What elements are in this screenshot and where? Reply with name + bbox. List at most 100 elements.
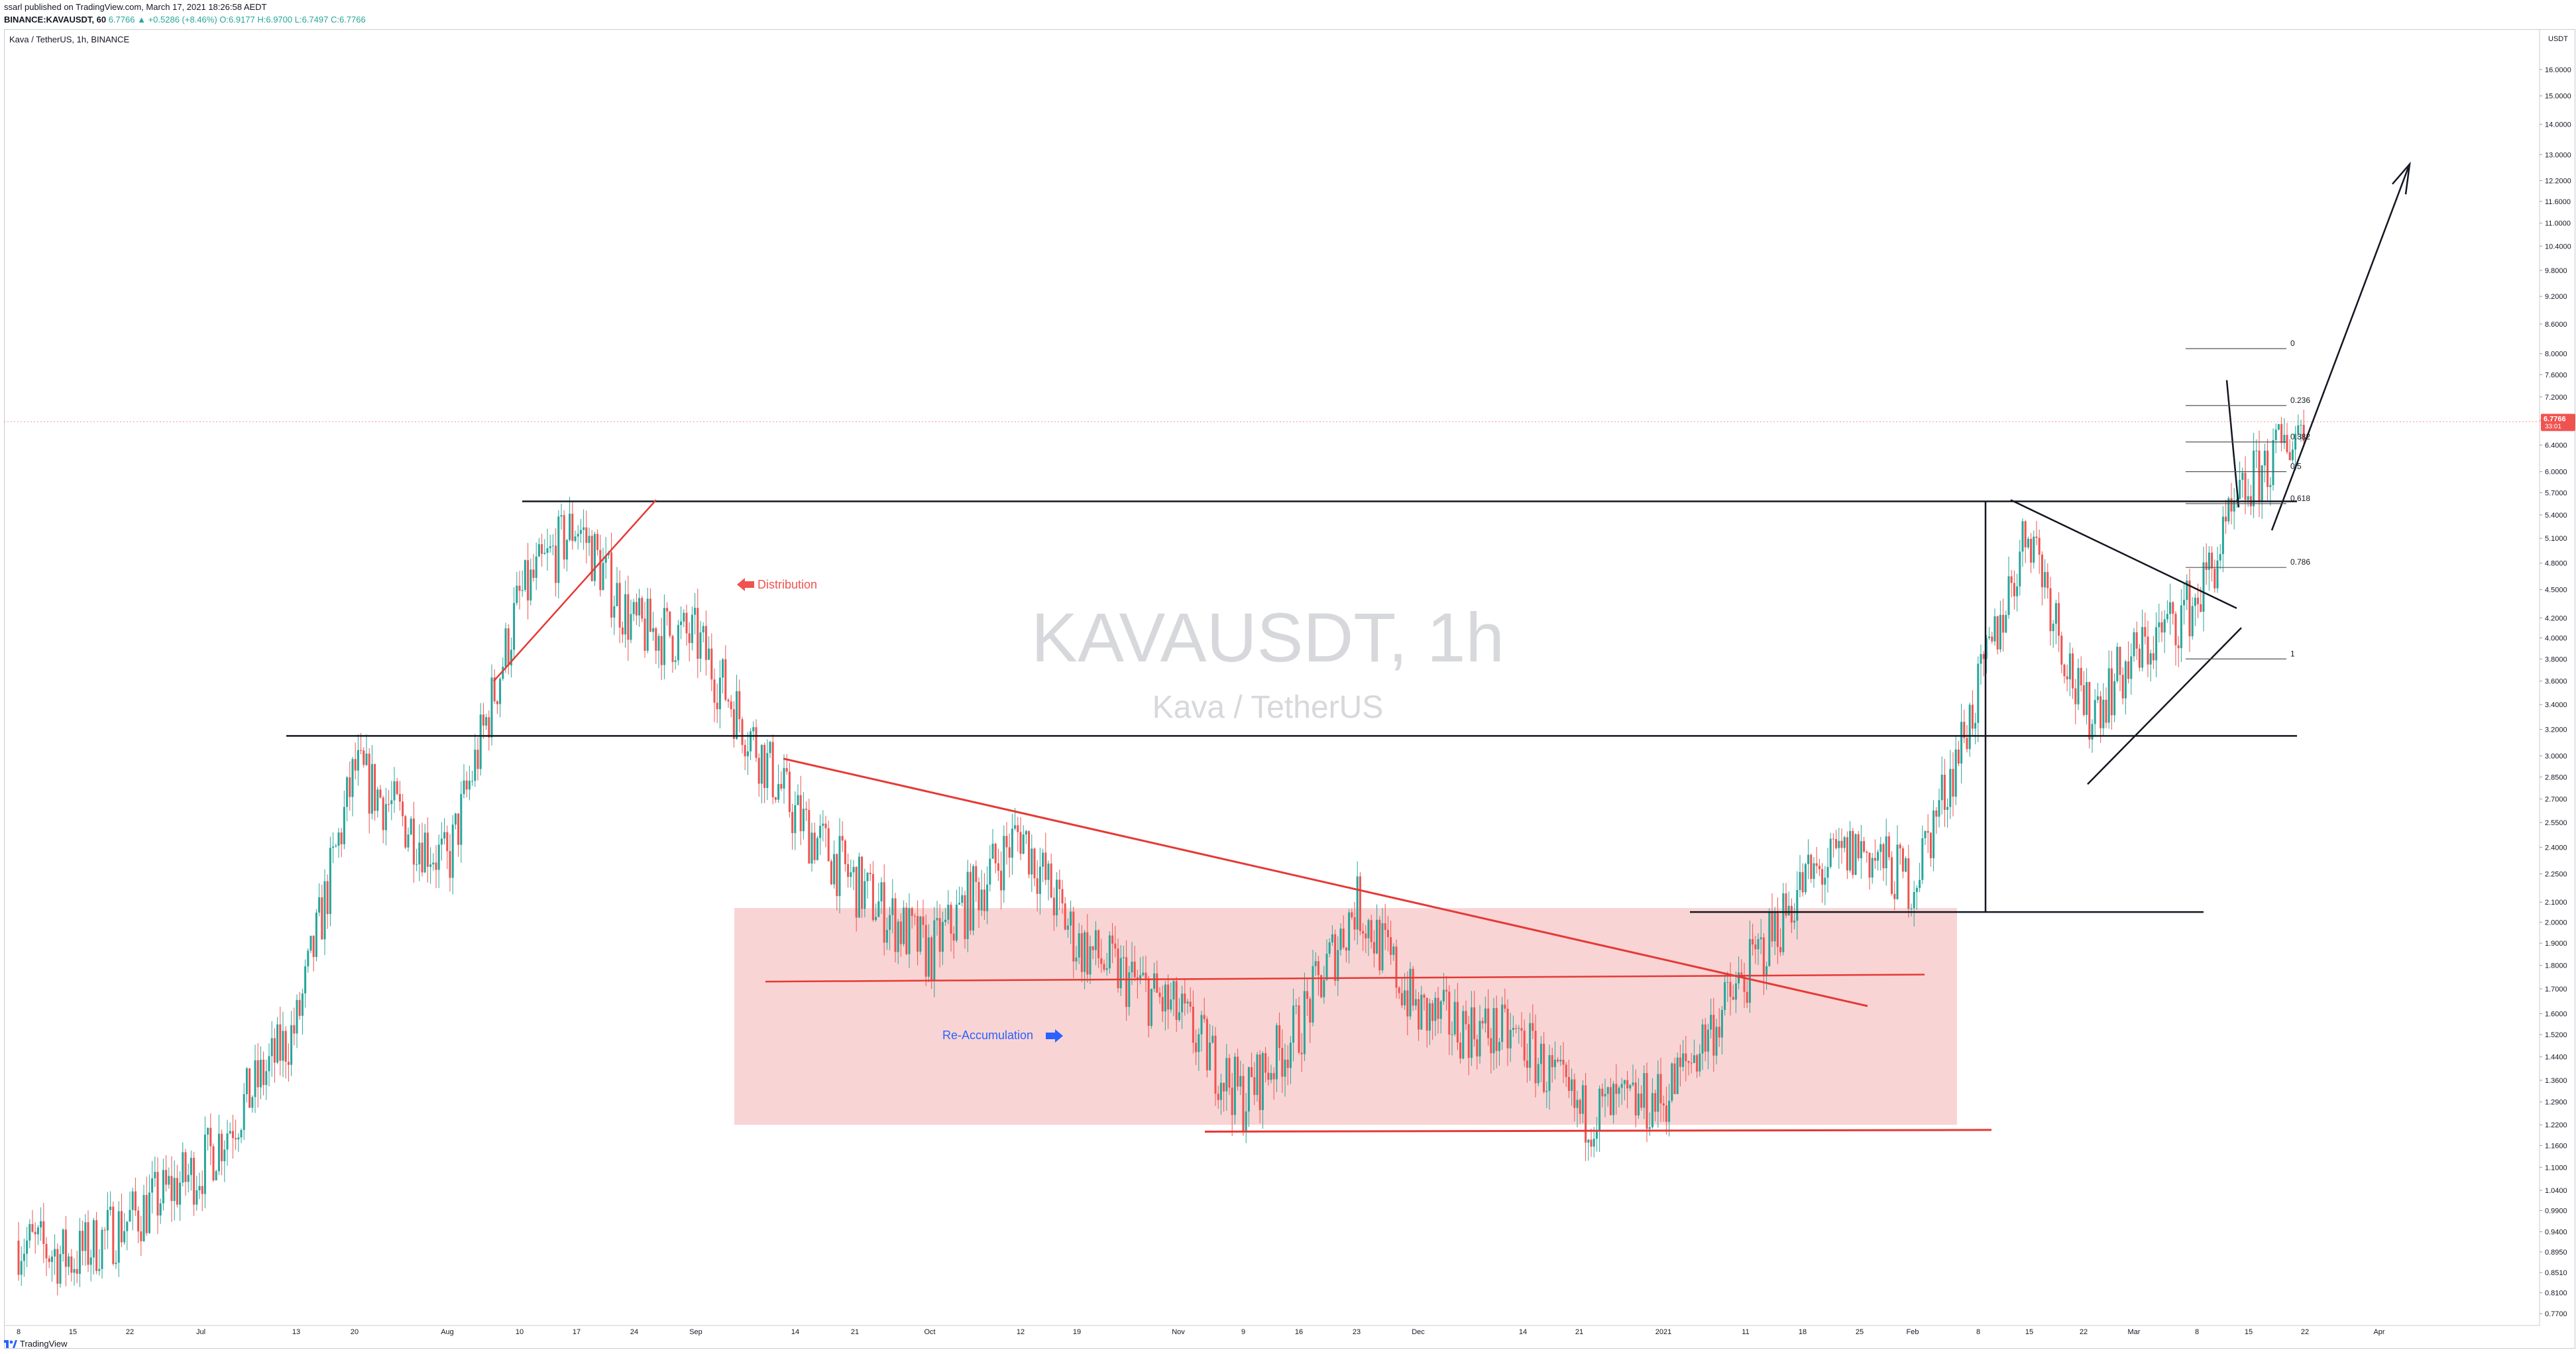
- candle-body: [1153, 973, 1156, 989]
- candle: [1342, 915, 1345, 950]
- candle-body: [62, 1229, 64, 1255]
- candle-body: [131, 1191, 134, 1210]
- price-tick-label: 0.8100: [2545, 1290, 2567, 1298]
- arrow-left-icon: [737, 578, 754, 591]
- candle-body: [861, 856, 864, 909]
- candle-body: [563, 515, 565, 560]
- candle-body: [1303, 991, 1306, 1054]
- time-tick-label: 10: [516, 1328, 524, 1336]
- candle-body: [1748, 938, 1751, 1003]
- candle: [2100, 691, 2102, 743]
- candle-body: [1999, 614, 2001, 649]
- candle: [162, 1158, 164, 1211]
- candle: [794, 791, 797, 850]
- candle: [1119, 945, 1122, 997]
- candle: [2068, 642, 2071, 697]
- candle: [2219, 543, 2221, 569]
- candle: [1186, 999, 1189, 1014]
- candle-body: [1634, 1082, 1637, 1115]
- candle-body: [1233, 1056, 1236, 1115]
- candle: [1439, 999, 1442, 1034]
- candle-body: [1170, 999, 1172, 1010]
- candle-body: [2135, 632, 2138, 649]
- candle-body: [2060, 636, 2063, 665]
- candle-body: [1003, 836, 1005, 891]
- candle: [123, 1213, 126, 1245]
- candle: [1982, 651, 1985, 677]
- candle-body: [2227, 498, 2230, 522]
- candle: [1899, 842, 1901, 865]
- candle-body: [802, 809, 805, 832]
- candle: [560, 503, 563, 530]
- candle: [905, 903, 908, 956]
- candle: [1743, 962, 1746, 1008]
- candle: [368, 748, 370, 834]
- price-tick: 0.9400: [2540, 1229, 2567, 1237]
- candle-body: [1111, 935, 1114, 944]
- candle: [2227, 496, 2230, 525]
- candle-body: [1217, 1094, 1219, 1100]
- candle: [1567, 1059, 1570, 1098]
- last-price-value: 6.7766: [2544, 415, 2566, 423]
- candle-body: [833, 854, 836, 885]
- candle: [1219, 1074, 1222, 1115]
- candle-body: [2058, 603, 2060, 636]
- candle-body: [1203, 1015, 1205, 1019]
- candle: [1529, 1013, 1532, 1081]
- candle-body: [1810, 854, 1813, 879]
- candle-body: [2194, 597, 2196, 606]
- candle-body: [510, 649, 512, 666]
- candle-body: [983, 889, 985, 911]
- candle: [913, 913, 916, 926]
- candle-body: [126, 1221, 129, 1231]
- candle-body: [989, 858, 991, 885]
- candle-body: [1537, 1064, 1540, 1084]
- candle: [423, 824, 426, 874]
- candle: [1100, 938, 1103, 973]
- candle-body: [1640, 1094, 1643, 1108]
- candle: [504, 622, 507, 673]
- candle: [190, 1150, 192, 1191]
- footer-brand[interactable]: TradingView: [4, 1339, 68, 1349]
- candle-body: [78, 1231, 81, 1274]
- candle-body: [1553, 1059, 1556, 1068]
- candle-body: [532, 569, 535, 579]
- candle-body: [2147, 636, 2149, 665]
- candle: [644, 602, 646, 658]
- candle-body: [2280, 423, 2283, 443]
- candle-body: [287, 1062, 290, 1065]
- candle: [2263, 443, 2266, 482]
- candle-body: [655, 628, 657, 651]
- candle: [2244, 456, 2247, 515]
- candle: [482, 703, 484, 739]
- price-tick-label: 6.4000: [2545, 442, 2567, 450]
- candle-body: [1470, 1007, 1473, 1058]
- candle: [613, 595, 616, 636]
- price-tick-label: 9.8000: [2545, 267, 2567, 275]
- candle: [1854, 833, 1857, 875]
- candle: [2211, 546, 2213, 582]
- candle-body: [596, 534, 599, 550]
- candle-body: [1131, 962, 1133, 973]
- candle-body: [370, 763, 373, 814]
- candle: [42, 1203, 45, 1263]
- candle-body: [991, 844, 994, 859]
- candle-body: [451, 824, 454, 878]
- time-tick-label: 14: [1519, 1328, 1527, 1336]
- candle-body: [70, 1256, 73, 1273]
- candle-body: [1284, 1059, 1286, 1077]
- price-tick: 7.2000: [2540, 394, 2567, 402]
- candle: [1919, 862, 1921, 893]
- candle: [1275, 1023, 1278, 1092]
- candle: [1111, 923, 1114, 964]
- candle: [1298, 997, 1300, 1054]
- candle-body: [2049, 588, 2052, 632]
- candle-body: [1598, 1088, 1601, 1131]
- candle-body: [1659, 1074, 1662, 1103]
- candle-body: [1119, 958, 1122, 989]
- candle: [2119, 646, 2121, 691]
- candle-body: [1184, 993, 1186, 1004]
- candle-body: [229, 1131, 231, 1134]
- candle: [855, 866, 858, 932]
